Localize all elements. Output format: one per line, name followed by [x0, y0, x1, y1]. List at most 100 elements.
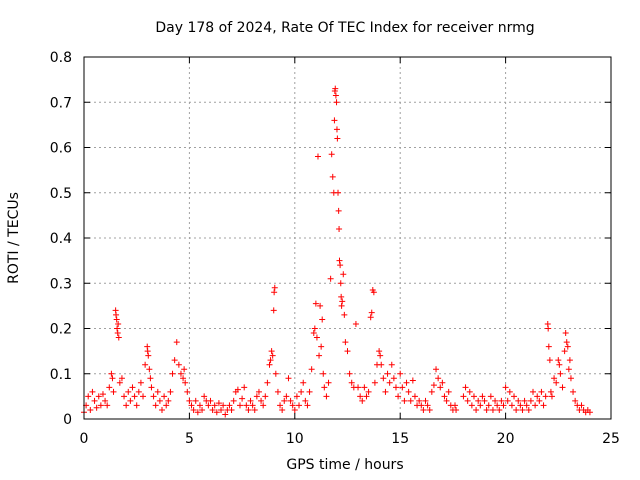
data-point	[230, 397, 237, 404]
x-tick-labels: 0 5 10 15 20 25	[80, 431, 620, 447]
data-point	[355, 384, 362, 391]
data-point	[173, 339, 180, 346]
y-tick-label: 0.8	[50, 50, 72, 66]
data-point	[85, 393, 92, 400]
x-tick-label: 20	[497, 431, 515, 447]
data-point	[433, 366, 440, 373]
data-point	[277, 402, 284, 409]
data-point	[113, 311, 120, 318]
y-tick-label: 0.6	[50, 141, 72, 157]
data-point	[572, 397, 579, 404]
data-point	[304, 402, 311, 409]
data-point	[274, 388, 281, 395]
data-point	[411, 393, 418, 400]
data-point	[115, 320, 122, 327]
data-point	[511, 393, 518, 400]
y-tick-label: 0.4	[50, 231, 72, 247]
data-point	[154, 388, 161, 395]
data-point	[239, 395, 246, 402]
data-point	[384, 370, 391, 377]
data-point	[567, 375, 574, 382]
data-point	[430, 382, 437, 389]
data-point	[342, 339, 349, 346]
data-point	[207, 397, 214, 404]
data-point	[542, 393, 549, 400]
data-point	[118, 375, 125, 382]
data-point	[487, 393, 494, 400]
data-point	[422, 397, 429, 404]
data-point	[496, 406, 503, 413]
data-point	[323, 393, 330, 400]
data-point	[376, 348, 383, 355]
data-point	[236, 402, 243, 409]
data-point	[129, 384, 136, 391]
data-point	[534, 393, 541, 400]
data-point	[489, 406, 496, 413]
data-point	[319, 316, 326, 323]
data-point	[262, 393, 269, 400]
data-point	[498, 397, 505, 404]
data-point	[199, 406, 206, 413]
data-point	[311, 325, 318, 332]
data-point	[320, 370, 327, 377]
data-point	[555, 357, 562, 364]
data-point	[335, 207, 342, 214]
data-point	[89, 388, 96, 395]
data-point	[338, 302, 345, 309]
data-point	[144, 348, 151, 355]
data-point	[226, 402, 233, 409]
data-point	[150, 393, 157, 400]
data-point	[439, 379, 446, 386]
data-point	[361, 384, 368, 391]
data-point	[205, 402, 212, 409]
data-point	[148, 384, 155, 391]
y-tick-label: 0.5	[50, 186, 72, 202]
data-point	[270, 307, 277, 314]
data-point	[479, 393, 486, 400]
data-point	[380, 375, 387, 382]
data-point	[506, 388, 513, 395]
data-point	[368, 309, 375, 316]
data-point	[234, 386, 241, 393]
data-point	[328, 151, 335, 158]
data-point	[397, 370, 404, 377]
data-point	[551, 375, 558, 382]
data-point	[121, 393, 128, 400]
data-point	[441, 393, 448, 400]
data-point	[371, 379, 378, 386]
data-point	[548, 393, 555, 400]
data-point	[504, 397, 511, 404]
data-point	[194, 409, 201, 416]
data-point	[114, 330, 121, 337]
data-point	[283, 393, 290, 400]
data-point	[545, 325, 552, 332]
data-point	[481, 397, 488, 404]
data-point	[538, 388, 545, 395]
data-point	[267, 357, 274, 364]
data-point	[331, 117, 338, 124]
data-point	[251, 406, 258, 413]
x-tick-label: 10	[286, 431, 304, 447]
data-point	[314, 153, 321, 160]
data-point	[213, 409, 220, 416]
data-point	[218, 406, 225, 413]
data-point	[177, 370, 184, 377]
chart-title: Day 178 of 2024, Rate Of TEC Index for r…	[155, 20, 534, 36]
data-point	[313, 334, 320, 341]
data-point	[102, 397, 109, 404]
data-point	[271, 289, 278, 296]
data-point	[211, 402, 218, 409]
data-point	[475, 397, 482, 404]
data-point	[142, 361, 149, 368]
data-point	[123, 402, 130, 409]
data-point	[215, 400, 222, 407]
plot-frame	[83, 56, 612, 420]
grid-lines	[84, 57, 611, 419]
data-point	[146, 366, 153, 373]
data-point	[266, 361, 273, 368]
data-point	[453, 406, 460, 413]
data-point	[565, 366, 572, 373]
data-point	[460, 393, 467, 400]
data-point	[145, 352, 152, 359]
